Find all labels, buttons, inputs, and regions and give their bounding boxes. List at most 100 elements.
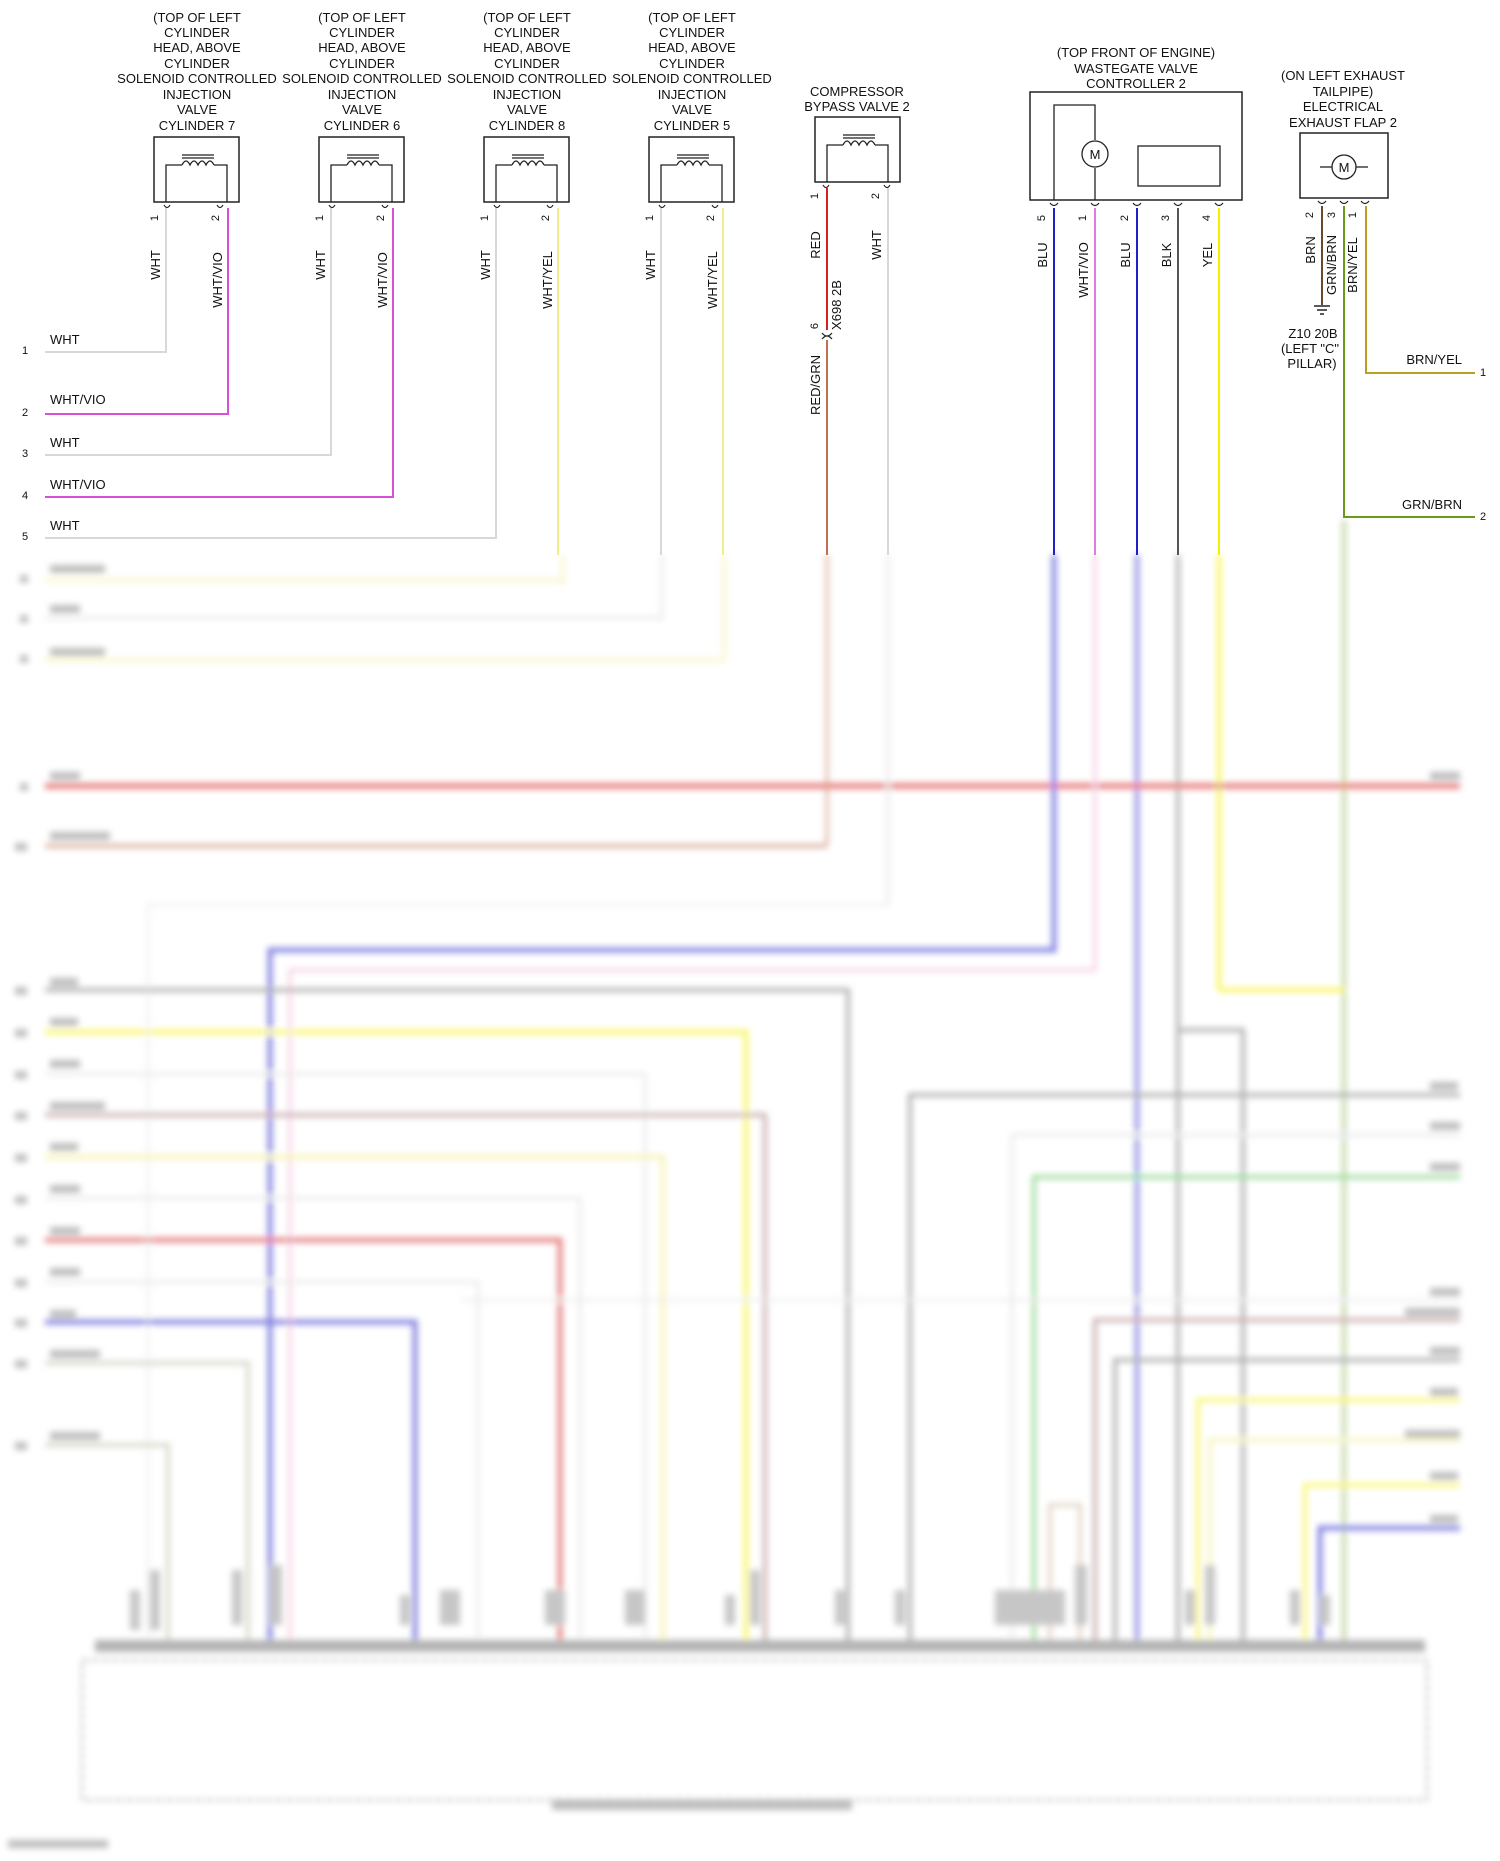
- wire-brn-yel: [1365, 206, 1475, 374]
- pin-number: 4: [1201, 215, 1213, 221]
- motor-symbol: M: [1339, 160, 1350, 175]
- component-label-line: HEAD, ABOVE: [153, 40, 241, 55]
- row-wire-label: WHT/VIO: [50, 477, 106, 492]
- injection-valve-cylinder-5: (TOP OF LEFT CYLINDER HEAD, ABOVE CYLIND…: [612, 10, 772, 209]
- component-label-line: EXHAUST FLAP 2: [1289, 115, 1397, 130]
- wire-label: WHT/VIO: [375, 252, 390, 308]
- wire-label: RED: [808, 231, 823, 258]
- wire-label: GRN/BRN: [1324, 235, 1339, 295]
- row-wire-label: WHT: [50, 435, 80, 450]
- component-label-line: (TOP FRONT OF ENGINE): [1057, 45, 1215, 60]
- electrical-exhaust-flap-2: (ON LEFT EXHAUST TAILPIPE) ELECTRICAL EX…: [1281, 68, 1475, 518]
- component-label-line: ELECTRICAL: [1303, 99, 1383, 114]
- component-label-line: BYPASS VALVE 2: [804, 99, 910, 114]
- component-label-line: CYLINDER 5: [654, 118, 731, 133]
- row-wire-label: WHT/VIO: [50, 392, 106, 407]
- injection-valve-cylinder-8-pins: 1 2 WHT WHT/YEL: [478, 215, 555, 309]
- solenoid-box: [648, 136, 735, 203]
- pin-number: 5: [1036, 215, 1048, 221]
- component-label-line: CYLINDER 8: [489, 118, 566, 133]
- pin-number: 1: [809, 193, 821, 199]
- wire-label: BRN: [1303, 236, 1318, 263]
- injection-valve-cylinder-7-pins: 1 2 WHT WHT/VIO: [148, 215, 225, 308]
- pin-number: 2: [210, 215, 222, 221]
- component-label-line: CYLINDER 7: [159, 118, 236, 133]
- pin-number: 2: [1304, 212, 1316, 218]
- wire-wht-row5: [45, 208, 497, 539]
- pin-number: 1: [149, 215, 161, 221]
- component-label-line: (TOP OF LEFT: [648, 10, 736, 25]
- injection-valve-cylinder-6: (TOP OF LEFT CYLINDER HEAD, ABOVE CYLIND…: [282, 10, 442, 209]
- component-label-line: CYLINDER: [659, 56, 725, 71]
- pin-number: 1: [644, 215, 656, 221]
- solenoid-box: [318, 136, 405, 203]
- component-label-line: TAILPIPE): [1313, 84, 1373, 99]
- solenoid-coil-icon: [495, 154, 558, 202]
- pin-number: 3: [1160, 215, 1172, 221]
- left-wire-rows: 1 WHT 2 WHT/VIO 3 WHT 4 WHT/VIO 5 WHT: [22, 332, 106, 543]
- component-label-line: SOLENOID CONTROLLED: [447, 71, 607, 86]
- pin-number: 2: [375, 215, 387, 221]
- row-wire-label: WHT: [50, 332, 80, 347]
- wire-label: BRN/YEL: [1345, 237, 1360, 293]
- component-label-line: WASTEGATE VALVE: [1074, 61, 1198, 76]
- wire-label: YEL: [1200, 243, 1215, 268]
- internal-circuit: [1053, 104, 1096, 200]
- solenoid-coil-icon: [330, 154, 393, 202]
- component-label-line: HEAD, ABOVE: [483, 40, 571, 55]
- component-label-line: CYLINDER 6: [324, 118, 401, 133]
- pin-number: 1: [314, 215, 326, 221]
- wire-label: RED/GRN: [808, 355, 823, 415]
- solenoid-coil-icon: [165, 154, 228, 202]
- wire-grn-brn: [1343, 206, 1475, 518]
- compressor-bypass-valve-2: COMPRESSOR BYPASS VALVE 2 1 2 RED WHT 6 …: [804, 84, 910, 555]
- wire-label: WHT: [478, 250, 493, 280]
- wire-label: BLK: [1159, 242, 1174, 267]
- component-label-line: VALVE: [507, 102, 547, 117]
- wire-label: WHT: [643, 250, 658, 280]
- component-label-line: INJECTION: [658, 87, 727, 102]
- component-label-line: SOLENOID CONTROLLED: [612, 71, 772, 86]
- wire-whtvio-row4: [45, 208, 394, 498]
- component-label-line: (TOP OF LEFT: [318, 10, 406, 25]
- solenoid-coil-icon: [826, 134, 889, 182]
- ground-label-line: PILLAR): [1287, 356, 1336, 371]
- row-wire-label: BRN/YEL: [1406, 352, 1462, 367]
- row-number: 1: [1480, 367, 1486, 379]
- row-wire-label: GRN/BRN: [1402, 497, 1462, 512]
- blurred-lower-diagram: [8, 520, 1460, 1848]
- wire-whtvio-row2: [45, 208, 229, 415]
- pin-terminals: [1049, 202, 1224, 207]
- component-label-line: CYLINDER: [164, 56, 230, 71]
- ground-icon: [1314, 305, 1330, 315]
- motor-symbol: M: [1090, 147, 1101, 162]
- component-label-line: INJECTION: [328, 87, 397, 102]
- component-label-line: CYLINDER: [329, 56, 395, 71]
- component-label-line: COMPRESSOR: [810, 84, 904, 99]
- solenoid-coil-icon: [660, 154, 723, 202]
- wire-label: WHT: [148, 250, 163, 280]
- row-number: 2: [22, 407, 28, 419]
- component-label-line: CYLINDER: [164, 25, 230, 40]
- pin-number: 2: [540, 215, 552, 221]
- connector-id: X698 2B: [829, 280, 844, 330]
- pin-number: 1: [1347, 212, 1359, 218]
- component-label-line: HEAD, ABOVE: [318, 40, 406, 55]
- pin-number: 2: [1119, 215, 1131, 221]
- component-label-line: (TOP OF LEFT: [153, 10, 241, 25]
- motor-icon: [1081, 140, 1109, 168]
- pin-number: 2: [705, 215, 717, 221]
- wire-label: BLU: [1118, 242, 1133, 267]
- wire-label: WHT: [313, 250, 328, 280]
- pin-terminals: [1317, 200, 1370, 205]
- component-label-line: CYLINDER: [659, 25, 725, 40]
- connector-pin: 6: [809, 323, 821, 329]
- solenoid-box: [153, 136, 240, 203]
- injection-valve-cylinder-6-pins: 1 2 WHT WHT/VIO: [313, 215, 390, 308]
- component-label-line: HEAD, ABOVE: [648, 40, 736, 55]
- wire-wht-row3: [45, 208, 332, 456]
- pin-number: 3: [1326, 212, 1338, 218]
- connector-icon: [821, 332, 833, 340]
- component-label-line: SOLENOID CONTROLLED: [282, 71, 442, 86]
